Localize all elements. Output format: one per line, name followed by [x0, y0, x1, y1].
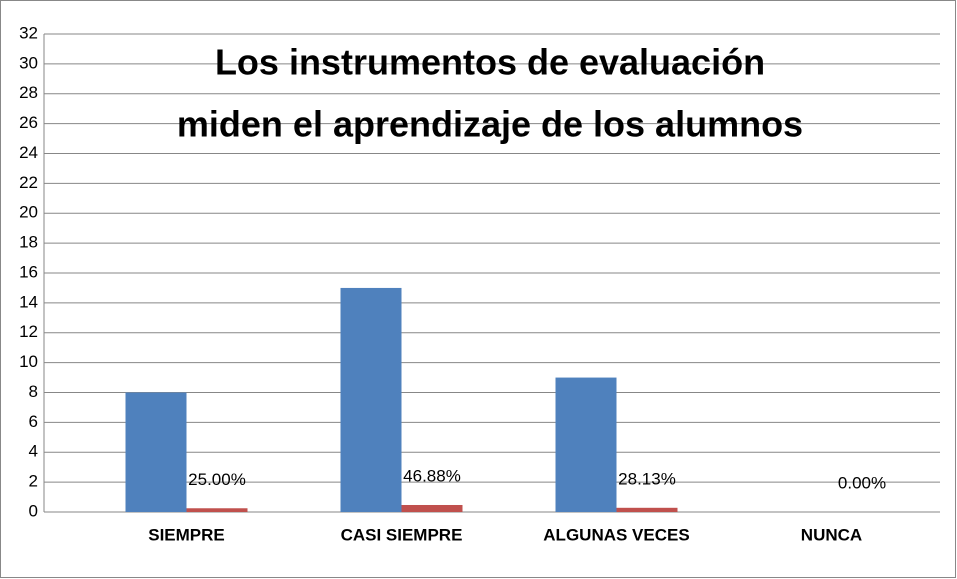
bar: [401, 504, 463, 512]
y-tick-label: 24: [19, 143, 38, 162]
x-tick-label: SIEMPRE: [148, 525, 225, 544]
y-tick-label: 2: [29, 472, 38, 491]
y-tick-label: 30: [19, 53, 38, 72]
y-tick-label: 18: [19, 233, 38, 252]
x-tick-label: CASI SIEMPRE: [341, 525, 463, 544]
bar: [340, 287, 402, 512]
y-tick-label: 16: [19, 262, 38, 281]
x-tick-label: NUNCA: [801, 525, 862, 544]
y-tick-label: 32: [19, 23, 38, 42]
chart-title: miden el aprendizaje de los alumnos: [177, 104, 803, 145]
y-tick-label: 14: [19, 292, 38, 311]
y-tick-label: 0: [29, 501, 38, 520]
chart-title: Los instrumentos de evaluación: [215, 42, 765, 83]
y-tick-label: 8: [29, 382, 38, 401]
y-tick-label: 6: [29, 412, 38, 431]
y-tick-label: 22: [19, 173, 38, 192]
y-tick-label: 28: [19, 83, 38, 102]
y-tick-label: 12: [19, 322, 38, 341]
data-label: 0.00%: [838, 473, 886, 492]
y-tick-label: 4: [29, 442, 38, 461]
bar: [555, 377, 617, 512]
y-tick-label: 10: [19, 352, 38, 371]
y-tick-label: 20: [19, 203, 38, 222]
data-label: 28.13%: [618, 469, 676, 488]
bar: [125, 392, 187, 512]
bar: [616, 507, 678, 512]
bar: [186, 508, 248, 512]
data-label: 25.00%: [188, 470, 246, 489]
data-label: 46.88%: [403, 466, 461, 485]
x-tick-label: ALGUNAS VECES: [543, 525, 689, 544]
y-tick-label: 26: [19, 113, 38, 132]
